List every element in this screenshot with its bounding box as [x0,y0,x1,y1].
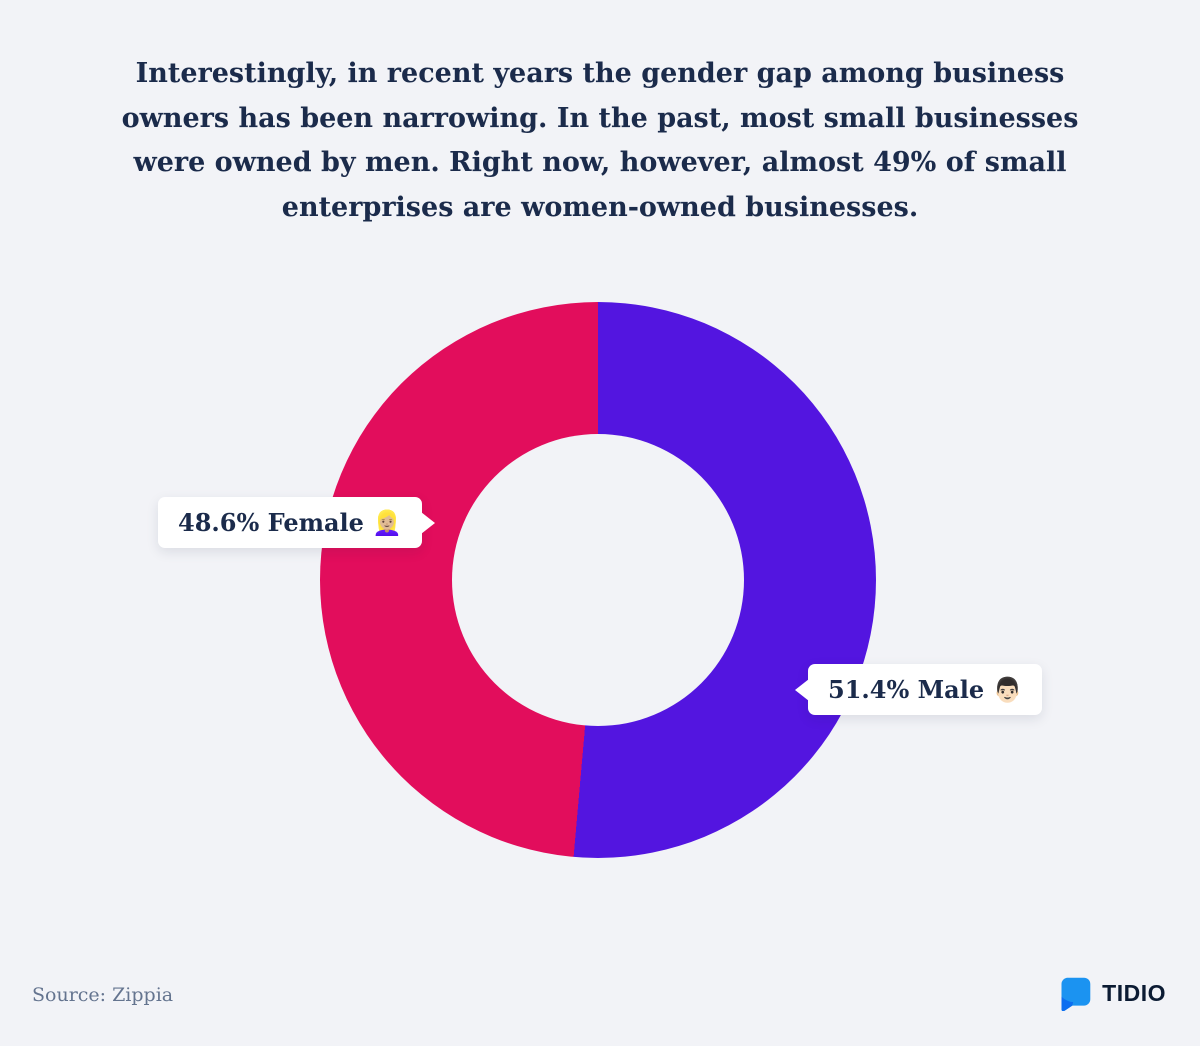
donut-hole [452,434,744,726]
tidio-logo-icon [1061,977,1091,1011]
callout-female-label: 48.6% Female 👱🏼‍♀️ [178,508,403,537]
tidio-wordmark: TIDIO [1102,979,1166,1006]
callout-female-pointer [421,511,436,534]
tidio-logo-accent [1061,996,1074,1011]
callout-female: 48.6% Female 👱🏼‍♀️ [158,497,436,548]
callout-male: 51.4% Male 👨🏻 [795,664,1043,715]
donut-chart [320,302,876,858]
brand-footer: TIDIO [1057,975,1166,1011]
callout-male-label: 51.4% Male 👨🏻 [828,675,1023,704]
callout-male-pointer [795,678,809,701]
chart-title: Interestingly, in recent years the gende… [121,58,1079,223]
source-attribution: Source: Zippia [32,984,174,1006]
